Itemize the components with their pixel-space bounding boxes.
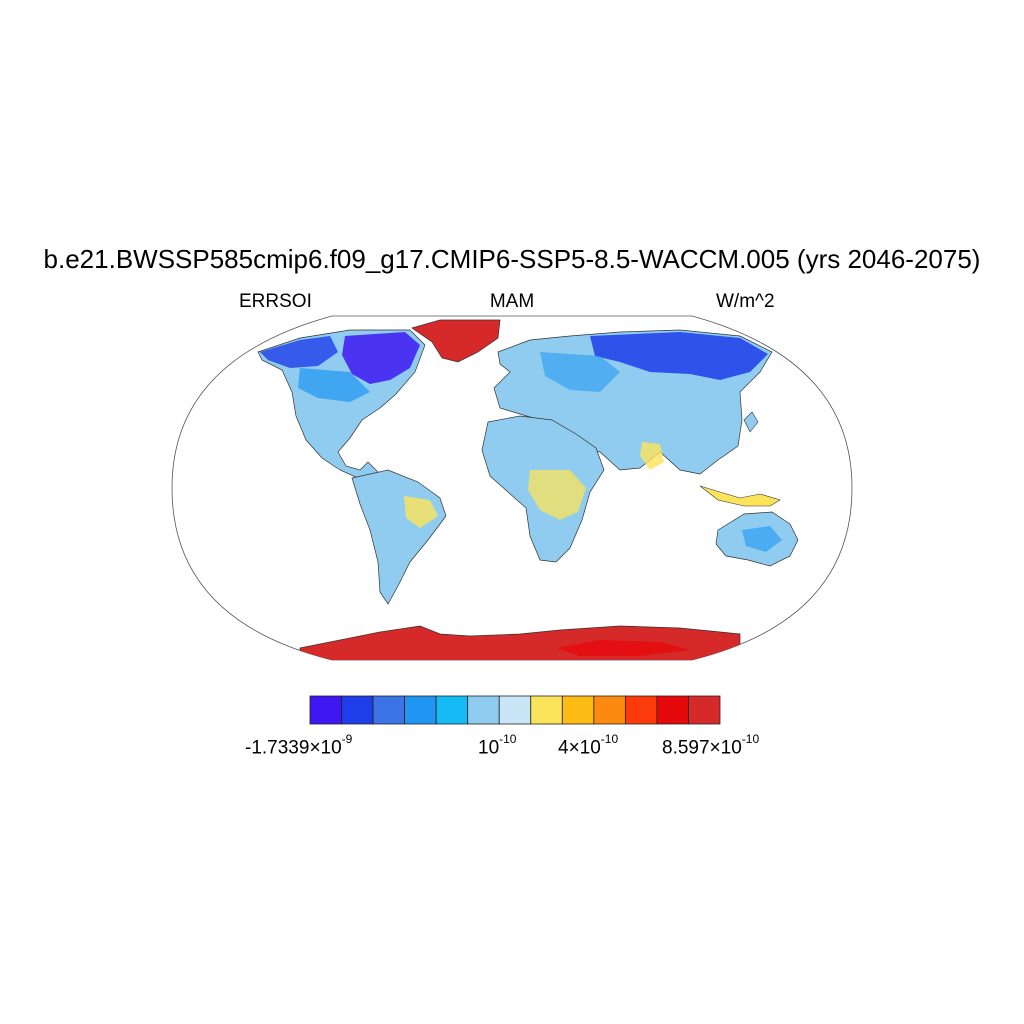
colorbar-box-5 <box>467 695 500 725</box>
south-america-yellow <box>404 496 438 528</box>
colorbar-box-3 <box>404 695 437 725</box>
alaska-cold <box>260 336 338 368</box>
colorbar-box-8 <box>561 695 595 725</box>
variable-label: ERRSOI <box>239 291 312 312</box>
colorbar-box-9 <box>593 695 626 725</box>
colorbar-box-4 <box>435 695 469 725</box>
greenland <box>411 319 501 363</box>
siberia-cold <box>590 332 768 380</box>
canada-blue <box>298 368 370 402</box>
land-field <box>257 319 799 660</box>
colorbar-box-10 <box>624 695 658 725</box>
north-america-cold <box>342 332 420 384</box>
colorbar-box-2 <box>372 695 406 725</box>
india-yellow <box>640 442 664 470</box>
units-label: W/m^2 <box>716 291 775 312</box>
colorbar-label-max: 8.597×10-10 <box>662 732 760 759</box>
antarctica <box>299 625 741 660</box>
colorbar-box-1 <box>341 695 374 725</box>
colorbar-label-min: -1.7339×10-9 <box>245 732 353 759</box>
season-label: MAM <box>489 291 535 312</box>
asia-blue <box>540 352 620 392</box>
plot-title: b.e21.BWSSP585cmip6.f09_g17.CMIP6-SSP5-8… <box>43 244 981 274</box>
colorbar-label-4e-10: 4×10-10 <box>558 732 619 759</box>
antarctica-core <box>556 640 690 656</box>
indonesia <box>699 485 781 507</box>
colorbar-box-7 <box>530 695 563 725</box>
africa-yellow <box>528 470 586 520</box>
colorbar-box-11 <box>656 695 689 725</box>
japan <box>743 411 759 433</box>
australia-blue <box>742 526 782 552</box>
colorbar-box-0 <box>309 695 342 725</box>
colorbar-box-6 <box>498 695 532 725</box>
colorbar-label-1e-10: 10-10 <box>478 732 517 759</box>
colorbar <box>309 695 721 725</box>
colorbar-box-12 <box>688 695 721 725</box>
